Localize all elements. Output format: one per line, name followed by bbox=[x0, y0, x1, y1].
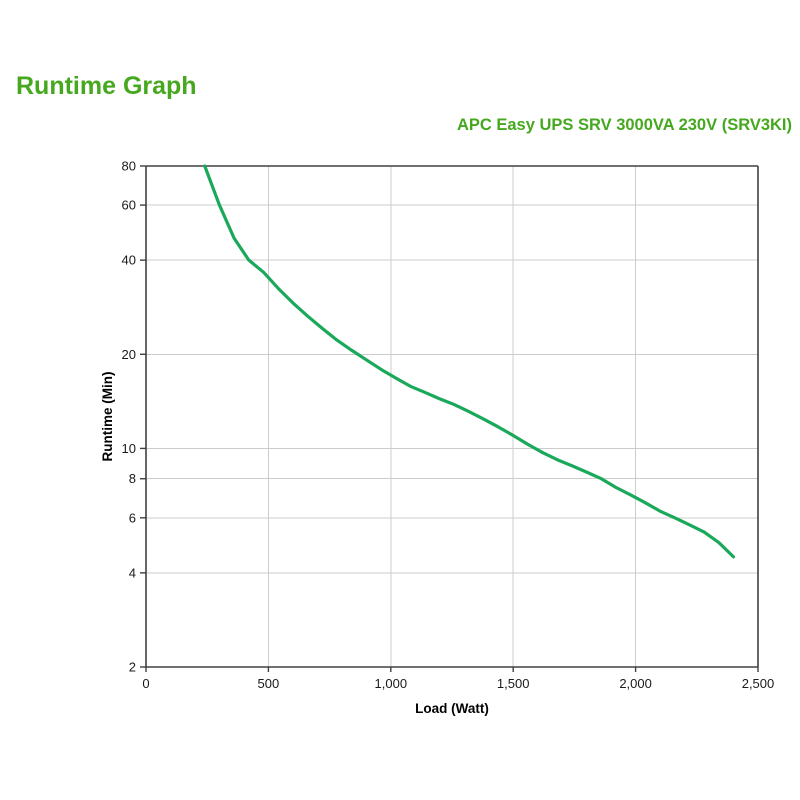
y-tick-label: 4 bbox=[129, 565, 136, 580]
tick-labels: 0 500 1,000 1,500 2,000 2,500 2 4 6 8 10 20 40 60 80 bbox=[122, 159, 775, 692]
y-tick-label: 80 bbox=[122, 159, 136, 174]
y-tick-label: 6 bbox=[129, 510, 136, 525]
y-tick-label: 40 bbox=[122, 253, 136, 268]
runtime-series-line bbox=[203, 164, 736, 559]
y-tick-label: 8 bbox=[129, 471, 136, 486]
x-axis-title: Load (Watt) bbox=[415, 701, 489, 716]
x-tick-label: 2,000 bbox=[619, 676, 652, 691]
x-tick-label: 2,500 bbox=[742, 676, 775, 691]
y-tick-label: 10 bbox=[122, 441, 136, 456]
page-title: Runtime Graph bbox=[16, 72, 197, 100]
y-tick-label: 20 bbox=[122, 347, 136, 362]
tick-marks bbox=[140, 165, 759, 672]
axis-lines bbox=[145, 165, 759, 668]
y-axis-title: Runtime (Min) bbox=[100, 372, 115, 462]
x-tick-label: 1,500 bbox=[497, 676, 530, 691]
y-tick-label: 60 bbox=[122, 198, 136, 213]
x-tick-label: 1,000 bbox=[375, 676, 408, 691]
chart-subtitle: APC Easy UPS SRV 3000VA 230V (SRV3KI) bbox=[456, 116, 792, 134]
x-tick-label: 0 bbox=[142, 676, 149, 691]
y-tick-label: 2 bbox=[129, 660, 136, 675]
x-tick-label: 500 bbox=[258, 676, 280, 691]
